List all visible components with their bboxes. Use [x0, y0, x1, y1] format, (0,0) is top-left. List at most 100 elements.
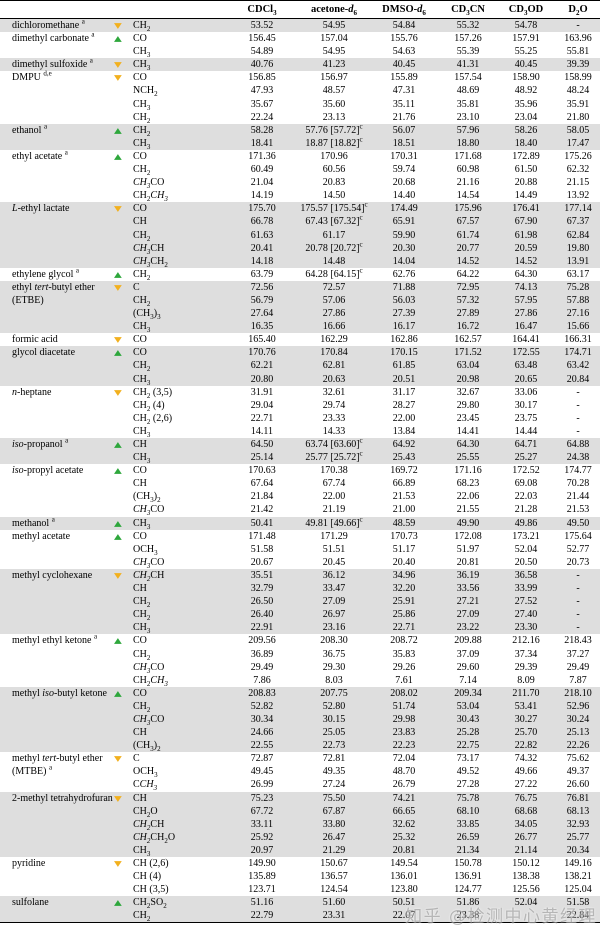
column-header: CD3OD	[496, 0, 556, 19]
trend-marker-cell: ▲	[108, 686, 128, 700]
compound-name: dimethyl sulfoxide a	[0, 57, 108, 72]
shift-value: 209.56	[248, 635, 276, 647]
compound-name	[0, 307, 108, 321]
shift-value: 21.19	[322, 504, 346, 516]
shift-value: 35.51	[224, 568, 300, 583]
table-row: methyl cyclohexane ▼ CH2CH 35.51 36.12 34.96 3…	[0, 568, 600, 583]
shift-value: 30.24	[556, 712, 600, 727]
shift-value: 14.11	[250, 425, 274, 437]
trend-marker-cell	[108, 189, 128, 202]
table-row: (CH3)2 22.55 22.73 22.23 22.75 22.82 22.26	[0, 739, 600, 753]
shift-value: 26.99	[250, 779, 274, 791]
shift-value: 34.05	[496, 817, 556, 831]
shift-value: 72.87	[250, 753, 274, 765]
compound-name	[0, 189, 108, 202]
shift-value: 65.91	[368, 215, 440, 229]
shift-value: 174.71	[556, 346, 600, 360]
shift-value: 72.56	[224, 280, 300, 294]
shift-value: 29.49	[566, 661, 590, 673]
shift-value: 40.76	[224, 58, 300, 72]
shift-value: 30.43	[440, 712, 496, 727]
trend-up-icon: ▲	[114, 348, 122, 358]
shift-value: 55.32	[440, 18, 496, 33]
shift-value: 20.83	[322, 177, 346, 189]
shift-value	[496, 909, 556, 924]
shift-value: 21.29	[300, 843, 368, 857]
shift-value: 20.30	[368, 241, 440, 255]
table-row: CH3CH2 14.18 14.48 14.04 14.52 14.52 13.91	[0, 254, 600, 268]
shift-value: 155.89	[390, 72, 418, 84]
shift-value: 175.26	[564, 150, 592, 162]
compound-name: pyridine	[12, 858, 46, 869]
shift-value: 35.91	[566, 98, 590, 110]
shift-value: 155.76	[390, 33, 418, 45]
shift-value: 33.80	[300, 817, 368, 831]
shift-value: 62.21	[224, 359, 300, 373]
table-row: OCH3 51.58 51.51 51.17 51.97 52.04 52.77	[0, 543, 600, 557]
shift-value: 57.95	[496, 293, 556, 308]
shift-value: 49.86	[496, 516, 556, 530]
shift-value: 18.87 [18.82]c	[300, 136, 368, 150]
shift-value: 22.03	[514, 491, 538, 503]
compound-name	[0, 883, 108, 896]
table-row: CH3 18.41 18.87 [18.82]c 18.51 18.80 18.40 17.…	[0, 136, 600, 150]
shift-value: 21.28	[514, 504, 538, 516]
shift-value: 22.73	[300, 739, 368, 753]
shift-value: 58.28	[224, 123, 300, 137]
shift-value: 68.23	[456, 478, 480, 490]
shift-value: 14.19	[250, 190, 274, 202]
shift-value: 21.42	[250, 504, 274, 516]
shift-value: 57.96	[440, 123, 496, 137]
shift-value: 25.91	[368, 595, 440, 609]
shift-value: 138.21	[564, 871, 592, 883]
shift-value: 176.41	[496, 202, 556, 216]
compound-name: ethylene glycol a	[12, 266, 79, 280]
trend-marker-cell	[108, 699, 128, 713]
shift-value: 32.61	[322, 386, 346, 398]
table-row: methyl iso-butyl ketone ▲ CO 208.83 207.75 20…	[0, 686, 600, 700]
carbon-site-label: NCH2	[133, 85, 158, 99]
shift-value: 21.34	[440, 843, 496, 857]
shift-value: 29.98	[368, 712, 440, 727]
table-row: (MTBE) a OCH3 49.45 49.35 48.70 49.52 49.66 49.…	[0, 765, 600, 779]
shift-value: 27.22	[514, 779, 538, 791]
shift-value: 171.68	[454, 150, 482, 162]
table-row: ethyl acetate a ▲ CO 171.36 170.96 170.31 171.…	[0, 149, 600, 163]
shift-value: 67.37	[556, 215, 600, 229]
table-row: CH2 (4) 29.04 29.74 28.27 29.80 30.17 -	[0, 399, 600, 413]
shift-value: 25.28	[440, 726, 496, 740]
shift-value: 13.91	[556, 254, 600, 268]
compound-name	[0, 661, 108, 674]
shift-value: 22.00	[392, 412, 416, 424]
shift-value: 49.35	[322, 766, 346, 778]
carbon-site-label: CH2	[128, 228, 224, 242]
shift-value: 169.72	[390, 465, 418, 477]
header-empty-marker	[108, 0, 128, 19]
shift-value: 175.57 [175.54]c	[300, 200, 368, 216]
carbon-site-label: CH3	[128, 516, 224, 530]
shift-value: 49.66	[514, 766, 538, 778]
shift-value: 62.81	[300, 359, 368, 373]
trend-marker-cell	[108, 293, 128, 308]
compound-name: methyl cyclohexane	[0, 568, 108, 583]
trend-marker-cell	[108, 320, 128, 334]
trend-marker-cell: ▲	[108, 346, 128, 360]
shift-value: 57.76 [57.72]c	[300, 123, 368, 137]
shift-value: 21.16	[456, 177, 480, 189]
compound-name	[0, 136, 108, 150]
table-row: ethylene glycol a ▲ CH2 63.79 64.28 [64.15]c…	[0, 266, 600, 281]
shift-value: 74.21	[368, 791, 440, 805]
shift-value: 125.56	[512, 884, 540, 896]
shift-value: 25.77	[556, 830, 600, 844]
shift-value: 7.14	[459, 674, 477, 686]
shift-value: 52.82	[224, 699, 300, 713]
shift-value: 30.17	[514, 399, 538, 411]
carbon-site-label: CH (2,6)	[133, 858, 169, 869]
shift-value: 66.89	[392, 478, 416, 490]
shift-value: 47.93	[250, 85, 274, 97]
shift-value: 67.74	[322, 478, 346, 490]
table-row: CH 66.78 67.43 [67.32]c 65.91 67.57 67.90 67.3…	[0, 215, 600, 229]
shift-value: 54.78	[496, 18, 556, 33]
table-row: CH (4) 135.89 136.57 136.01 136.91 138.38 138.…	[0, 870, 600, 883]
trend-marker-cell	[108, 254, 128, 268]
